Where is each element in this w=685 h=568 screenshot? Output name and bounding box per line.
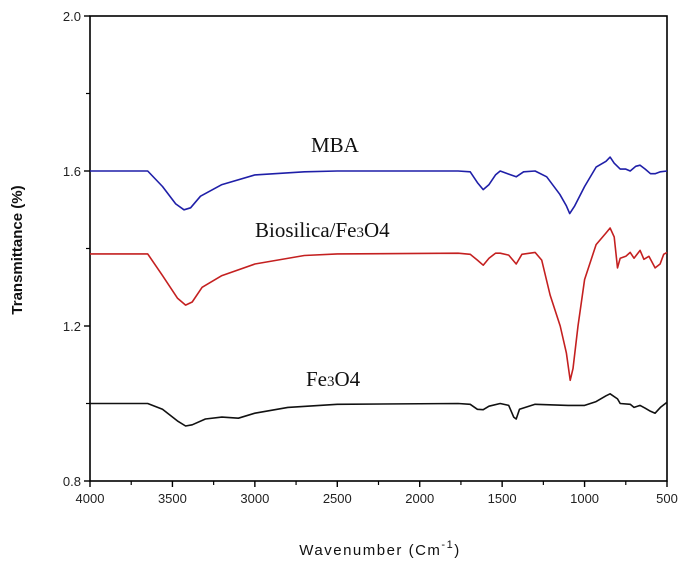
- x-tick-label: 2500: [323, 491, 352, 506]
- series-line-2: [90, 392, 668, 427]
- y-tick-label: 1.6: [63, 164, 81, 179]
- y-tick-label: 0.8: [63, 474, 81, 489]
- series-label-2: Fe3O4: [306, 367, 361, 391]
- series-group: [90, 156, 668, 427]
- series-labels: MBA Biosilica/Fe3O4 Fe3O4: [255, 133, 390, 391]
- x-tick-label: 500: [656, 491, 678, 506]
- series-label-0: MBA: [311, 133, 360, 157]
- x-tick-label: 2000: [405, 491, 434, 506]
- series-label-1: Biosilica/Fe3O4: [255, 218, 390, 242]
- series-line-1: [90, 227, 668, 382]
- x-tick-label: 3000: [240, 491, 269, 506]
- x-axis-label: Wavenumber (Cm-1): [299, 539, 460, 559]
- x-tick-label: 1500: [488, 491, 517, 506]
- y-tick-label: 1.2: [63, 319, 81, 334]
- axes: 4000 3500 3000 2500 2000 1500 1000 500 0.8 1.2 1.6…: [63, 9, 678, 506]
- y-axis-label: Transmittance (%): [9, 185, 26, 314]
- x-tick-label: 1000: [570, 491, 599, 506]
- x-tick-label: 4000: [76, 491, 105, 506]
- x-tick-label: 3500: [158, 491, 187, 506]
- y-tick-label: 2.0: [63, 9, 81, 24]
- series-line-0: [90, 156, 668, 215]
- plot-frame: [89, 15, 668, 482]
